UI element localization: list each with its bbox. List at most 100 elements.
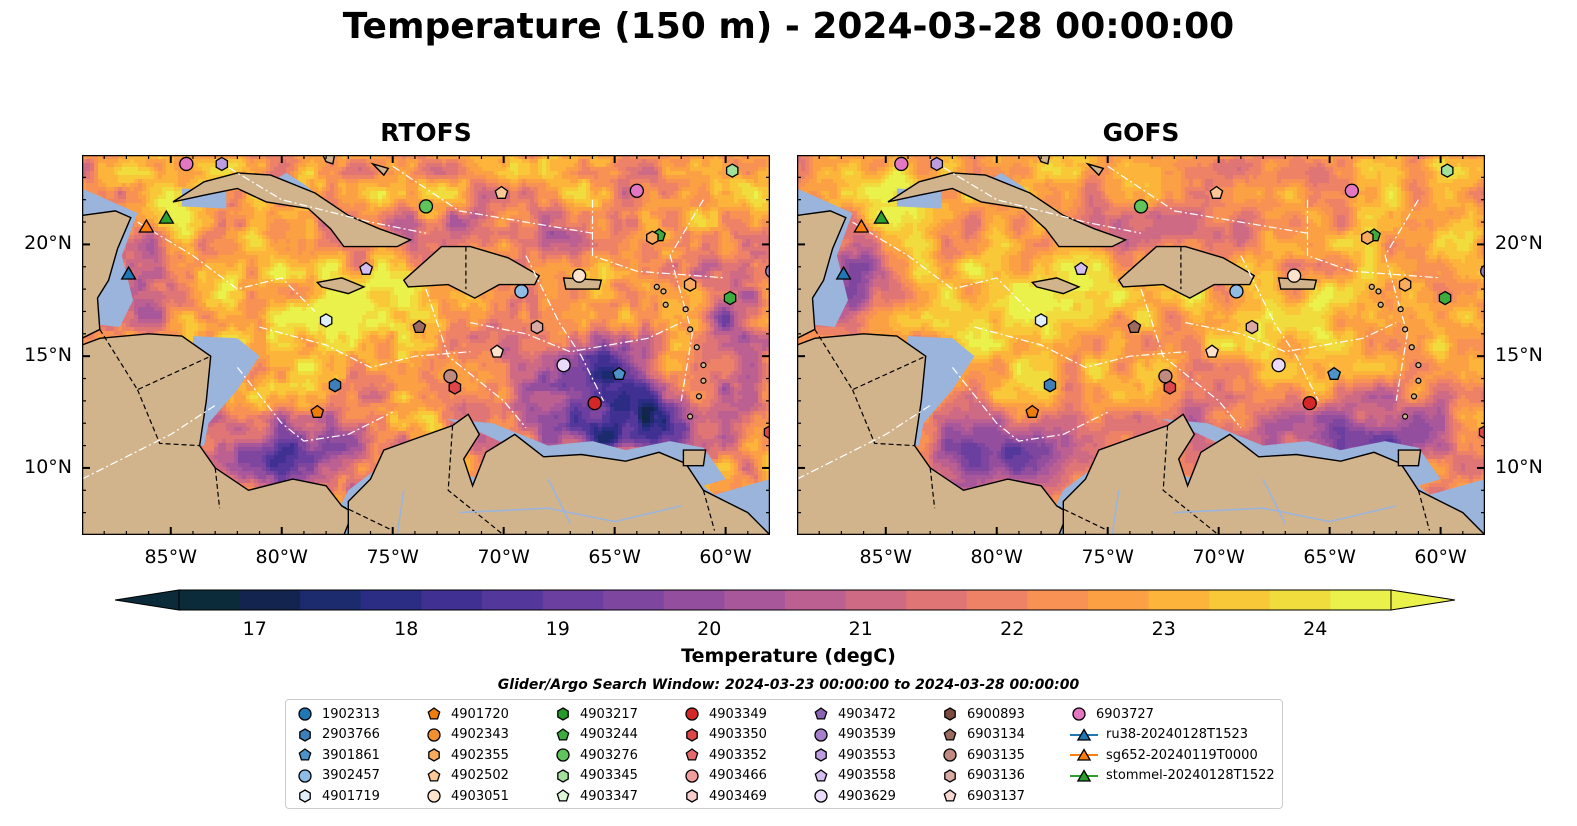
legend-item-label: 4902502 — [451, 768, 509, 783]
colorbar-segment — [663, 590, 725, 610]
legend-triangle-marker — [1076, 768, 1092, 782]
legend-marker — [299, 789, 311, 803]
legend-marker — [686, 789, 698, 803]
glider-marker-rtofs-2 — [120, 265, 137, 280]
legend-hexagon-marker — [686, 789, 698, 803]
float-marker-rtofs-12 — [723, 290, 737, 306]
legend-item: 1902313 — [296, 704, 380, 724]
land-mexico — [797, 210, 847, 340]
colorbar — [114, 589, 1456, 615]
float-marker-rtofs-22 — [310, 404, 325, 418]
legend-marker — [685, 748, 699, 761]
colorbar-segment — [966, 590, 1028, 610]
float-marker-gofs-11 — [1398, 277, 1412, 292]
map-gofs — [797, 155, 1485, 535]
legend-item-label: 6903135 — [967, 748, 1025, 763]
colorbar-tick-label: 21 — [849, 618, 873, 640]
legend-item-label: 1902313 — [322, 707, 380, 722]
land-bahamas2 — [370, 162, 390, 177]
legend-item: 4903217 — [554, 704, 638, 724]
y-tick-label-right: 20°N — [1495, 232, 1543, 254]
land-jamaica — [315, 277, 366, 295]
colorbar-segment — [1148, 590, 1210, 610]
float-marker-gofs-19 — [1043, 377, 1057, 393]
legend-item: 4903469 — [683, 786, 767, 806]
legend-title: Glider/Argo Search Window: 2024-03-23 00… — [0, 677, 1577, 693]
colorbar-segment — [1330, 590, 1392, 610]
legend-marker — [556, 727, 570, 741]
legend-item-label: 4903352 — [709, 748, 767, 763]
colorbar-segment — [603, 590, 665, 610]
float-marker-rtofs-6 — [646, 230, 659, 245]
panel-title-gofs: GOFS — [797, 118, 1485, 147]
legend-marker — [944, 768, 956, 783]
x-tick-label-right: 65°W — [1303, 546, 1355, 568]
legend-item: sg652-20240119T0000 — [1070, 745, 1258, 765]
float-marker-gofs-6 — [1361, 230, 1374, 245]
y-tick-label-left: 15°N — [24, 344, 72, 366]
float-marker-rtofs-1 — [215, 156, 229, 172]
legend-marker — [427, 768, 441, 782]
float-marker-rtofs-18 — [448, 380, 462, 395]
legend-marker — [427, 789, 441, 803]
legend-pentagon-marker — [556, 727, 570, 741]
legend-hexagon-marker — [944, 768, 956, 783]
legend-marker — [557, 707, 569, 721]
legend-marker — [1070, 748, 1098, 761]
legend-marker — [556, 789, 570, 802]
float-marker-gofs-12 — [1438, 290, 1452, 306]
legend-pentagon-marker — [298, 748, 312, 761]
legend-item-label: stommel-20240128T1522 — [1106, 768, 1275, 783]
legend-item-label: 4903349 — [709, 707, 767, 722]
legend-item: 3901861 — [296, 745, 380, 765]
colorbar-segment — [179, 590, 241, 610]
legend-item-label: 4903466 — [709, 768, 767, 783]
legend-item: 2903766 — [296, 725, 380, 745]
glider-tracks — [835, 209, 890, 280]
float-marker-gofs-13 — [1034, 313, 1048, 328]
legend-item: 4903558 — [812, 766, 896, 786]
land-puertorico — [1277, 277, 1318, 290]
x-tick-label-right: 75°W — [1081, 546, 1133, 568]
legend-marker — [944, 707, 956, 721]
colorbar-segment — [1088, 590, 1150, 610]
legend-circle-marker — [556, 748, 570, 762]
legend-item: 4903553 — [812, 745, 896, 765]
colorbar-segment — [1209, 590, 1271, 610]
legend-item-label: 4903539 — [838, 727, 896, 742]
map-frame — [82, 155, 770, 535]
y-tick-label-left: 20°N — [24, 232, 72, 254]
float-marker-gofs-4 — [1344, 183, 1359, 198]
land-hispaniola — [402, 245, 541, 299]
float-marker-gofs-10 — [1229, 284, 1244, 299]
panel-title-rtofs: RTOFS — [82, 118, 770, 147]
legend-item: 4901719 — [296, 786, 380, 806]
legend-item-label: ru38-20240128T1523 — [1106, 727, 1248, 742]
glider-tracks — [120, 209, 175, 280]
land-jamaica — [1030, 277, 1081, 295]
land-cuba — [887, 172, 1128, 248]
legend-circle-marker — [814, 789, 828, 803]
legend-item: 6903136 — [941, 766, 1025, 786]
float-marker-gofs-3 — [1209, 185, 1224, 199]
colorbar-extend-low — [114, 589, 180, 611]
legend-marker — [685, 707, 699, 721]
legend-circle-marker — [685, 707, 699, 721]
legend-marker — [1072, 707, 1086, 721]
float-marker-gofs-23 — [1302, 395, 1317, 411]
float-marker-gofs-18 — [1163, 380, 1177, 395]
x-tick-label-right: 60°W — [1414, 546, 1466, 568]
colorbar-segment — [785, 590, 847, 610]
float-marker-rtofs-2 — [418, 199, 434, 214]
legend-pentagon-marker — [685, 748, 699, 761]
legend-hexagon-marker — [428, 748, 440, 762]
eez-boundaries — [797, 158, 1441, 480]
colorbar-tick-label: 20 — [697, 618, 721, 640]
float-marker-rtofs-21 — [612, 366, 627, 380]
legend-item-label: 4902355 — [451, 748, 509, 763]
colorbar-tick-label: 18 — [394, 618, 418, 640]
legend-item: 6903727 — [1070, 704, 1154, 724]
colorbar-segment — [300, 590, 362, 610]
colorbar-segment — [542, 590, 604, 610]
float-marker-gofs-2 — [1133, 199, 1149, 214]
